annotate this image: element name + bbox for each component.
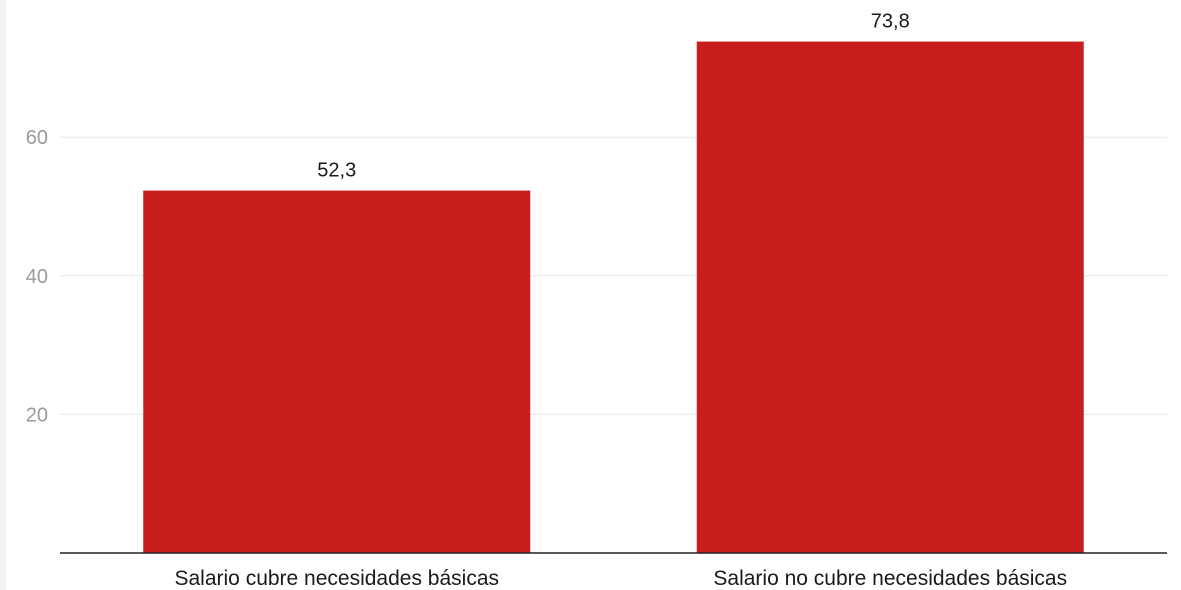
bar-value-label: 52,3 (317, 160, 356, 182)
bar-2 (696, 41, 1084, 553)
labels-layer: 20 40 60 52,3 Salario cubre necesidades bási… (26, 11, 1067, 590)
y-tick-label: 20 (26, 404, 48, 426)
bars-layer (143, 41, 1084, 553)
left-edge-strip (0, 0, 6, 590)
x-category-label: Salario no cubre necesidades básicas (713, 567, 1067, 590)
bar-value-label: 73,8 (871, 11, 910, 33)
bar-1 (143, 190, 531, 553)
y-tick-label: 40 (26, 266, 48, 288)
y-tick-label: 60 (26, 127, 48, 149)
x-category-label: Salario cubre necesidades básicas (174, 567, 499, 590)
